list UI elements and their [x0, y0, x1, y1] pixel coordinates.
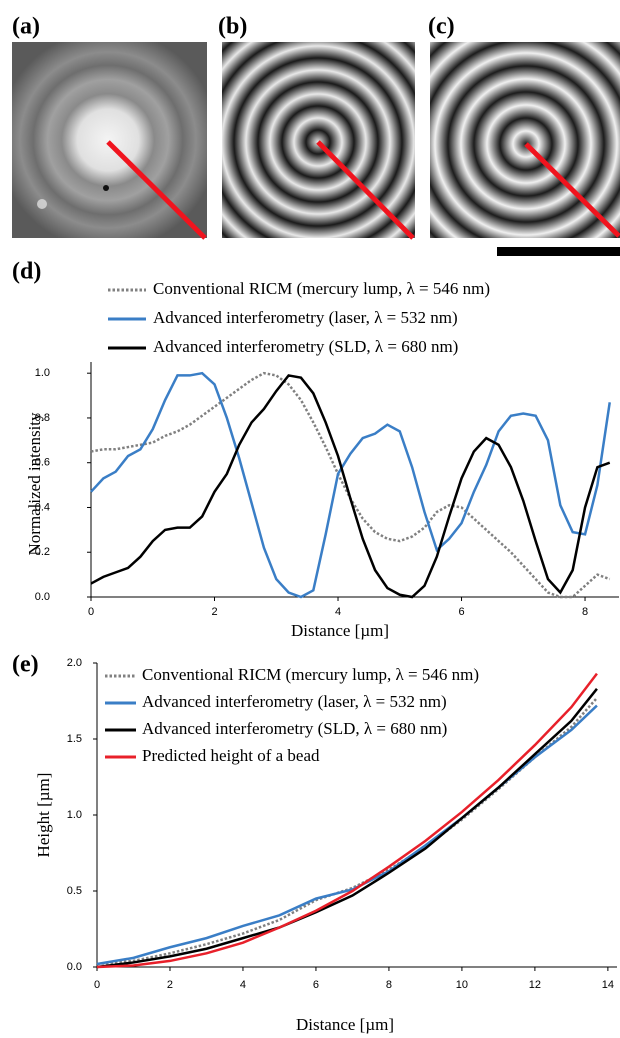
panel-label: (b) — [218, 14, 247, 40]
y-tick-label: 2.0 — [67, 657, 82, 669]
x-tick-label: 8 — [582, 606, 588, 618]
x-axis-label: Distance [µm] — [291, 621, 389, 640]
x-tick-label: 10 — [456, 979, 468, 991]
y-axis-label: Normalized intensity — [25, 412, 44, 556]
x-tick-label: 12 — [529, 979, 541, 991]
series-line — [91, 373, 610, 597]
legend-label: Conventional RICM (mercury lump, λ = 546… — [153, 279, 490, 298]
panel-label: (d) — [12, 259, 41, 285]
y-tick-label: 1.0 — [67, 809, 82, 821]
y-tick-label: 1.5 — [67, 733, 82, 745]
x-tick-label: 2 — [167, 979, 173, 991]
legend-label: Advanced interferometry (SLD, λ = 680 nm… — [153, 337, 458, 356]
legend-label: Advanced interferometry (SLD, λ = 680 nm… — [142, 719, 447, 738]
figure: (a) (b) (c) (d) (e) 0.00.20.40.60.81.002… — [0, 0, 620, 1038]
x-tick-label: 6 — [313, 979, 319, 991]
legend-label: Conventional RICM (mercury lump, λ = 546… — [142, 665, 479, 684]
x-axis-label: Distance [µm] — [296, 1015, 394, 1034]
y-tick-label: 0.0 — [67, 961, 82, 973]
y-tick-label: 0.5 — [67, 885, 82, 897]
series-line — [97, 706, 597, 964]
x-tick-label: 6 — [458, 606, 464, 618]
legend-label: Advanced interferometry (laser, λ = 532 … — [142, 692, 447, 711]
x-tick-label: 0 — [88, 606, 94, 618]
x-tick-label: 8 — [386, 979, 392, 991]
x-tick-label: 0 — [94, 979, 100, 991]
y-axis-label: Height [µm] — [34, 773, 53, 858]
legend-label: Advanced interferometry (laser, λ = 532 … — [153, 308, 458, 327]
x-tick-label: 4 — [240, 979, 246, 991]
series-line — [91, 373, 610, 597]
panel-label: (c) — [428, 14, 455, 40]
series-line — [97, 674, 597, 967]
x-tick-label: 14 — [602, 979, 614, 991]
scale-bar — [497, 247, 620, 256]
y-tick-label: 1.0 — [35, 367, 50, 379]
x-tick-label: 4 — [335, 606, 341, 618]
series-line — [91, 375, 610, 597]
panel-label: (e) — [12, 652, 39, 678]
legend-label: Predicted height of a bead — [142, 746, 320, 765]
y-tick-label: 0.0 — [35, 591, 50, 603]
panel-label: (a) — [12, 14, 40, 40]
x-tick-label: 2 — [211, 606, 217, 618]
image-spot — [103, 185, 109, 191]
image-spot — [37, 199, 47, 209]
